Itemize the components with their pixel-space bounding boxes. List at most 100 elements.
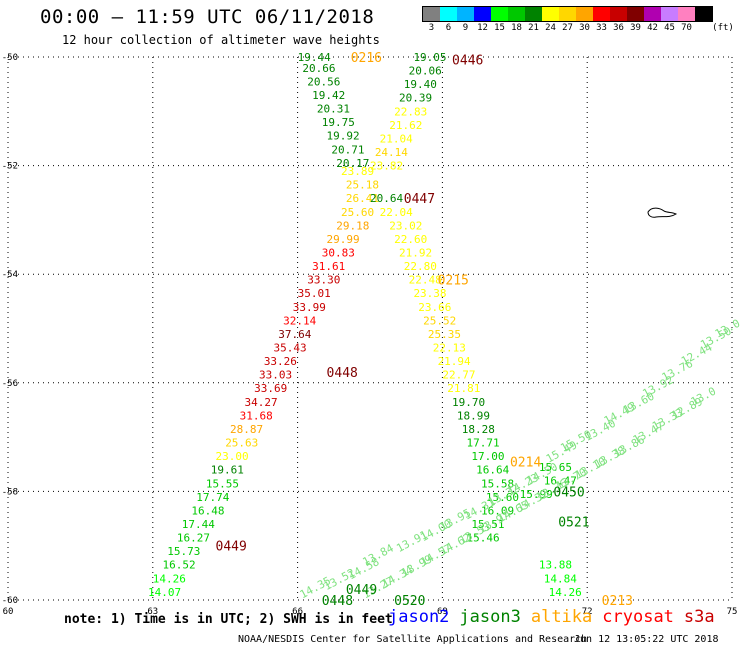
wave-height-label: 28.87 bbox=[230, 423, 263, 436]
wave-height-label: 15.60 bbox=[486, 491, 519, 504]
wave-height-label: 30.83 bbox=[322, 246, 355, 259]
wave-height-label: 16.47 bbox=[544, 475, 577, 488]
legend-label: 30 bbox=[579, 23, 590, 33]
pass-time-label: 0448 bbox=[327, 366, 358, 381]
satellite-label-jason3: jason3 bbox=[459, 607, 521, 627]
legend-swatch bbox=[610, 7, 627, 21]
wave-height-label: 33.26 bbox=[264, 355, 297, 368]
wave-height-label: 19.44 bbox=[298, 51, 331, 64]
legend-swatch bbox=[491, 7, 508, 21]
wave-height-label: 19.75 bbox=[322, 116, 355, 129]
wave-height-label: 22.13 bbox=[433, 342, 466, 355]
legend-label: 9 bbox=[462, 23, 469, 33]
lon-tick-label: 69 bbox=[437, 607, 448, 617]
wave-height-label: 32.14 bbox=[283, 314, 316, 327]
legend-swatch bbox=[661, 7, 678, 21]
legend-swatch bbox=[423, 7, 440, 21]
wave-height-label: 21.81 bbox=[447, 382, 480, 395]
wave-height-label: 35.01 bbox=[298, 287, 331, 300]
pass-time-label: 0215 bbox=[438, 274, 469, 289]
units-note: note: 1) Time is in UTC; 2) SWH is in fe… bbox=[64, 612, 393, 627]
legend-label: 3 bbox=[428, 23, 435, 33]
pass-time-label: 0214 bbox=[510, 456, 541, 471]
wave-height-label: 20.71 bbox=[331, 143, 364, 156]
legend-swatch bbox=[440, 7, 457, 21]
lat-tick-label: -50 bbox=[2, 53, 18, 63]
wave-height-label: 15.65 bbox=[539, 461, 572, 474]
legend-label: 21 bbox=[528, 23, 539, 33]
wave-height-label: 33.03 bbox=[259, 369, 292, 382]
satellite-label-cryosat: cryosat bbox=[602, 607, 674, 627]
pass-time-label: 0447 bbox=[404, 192, 435, 207]
wave-height-label: 31.68 bbox=[240, 409, 273, 422]
legend-label: 12 bbox=[477, 23, 488, 33]
wave-height-label: 13.88 bbox=[539, 559, 572, 572]
lon-tick-label: 72 bbox=[582, 607, 593, 617]
wave-height-label: 16.27 bbox=[177, 532, 210, 545]
wave-height-label: 33.30 bbox=[307, 274, 340, 287]
wave-height-label: 20.64 bbox=[370, 192, 403, 205]
wave-height-label: 18.99 bbox=[457, 409, 490, 422]
legend-label: 33 bbox=[596, 23, 607, 33]
wave-height-label: 20.66 bbox=[302, 62, 335, 75]
wave-height-label: 16.52 bbox=[162, 559, 195, 572]
wave-height-label: 15.51 bbox=[471, 518, 504, 531]
footer-timestamp: Jun 12 13:05:22 UTC 2018 bbox=[574, 634, 719, 645]
wave-height-label: 23.02 bbox=[389, 219, 422, 232]
legend-label: 42 bbox=[647, 23, 658, 33]
wave-height-label: 25.18 bbox=[346, 179, 379, 192]
island-outline bbox=[647, 207, 677, 218]
wave-height-label: 17.74 bbox=[196, 491, 229, 504]
wave-height-label: 14.84 bbox=[544, 572, 577, 585]
pass-time-label: 0449 bbox=[216, 540, 247, 555]
lat-tick-label: -58 bbox=[2, 487, 18, 497]
lat-tick-label: -60 bbox=[2, 596, 18, 606]
wave-height-label: 17.71 bbox=[467, 437, 500, 450]
legend-swatch bbox=[525, 7, 542, 21]
wave-height-label: 22.04 bbox=[380, 206, 413, 219]
pass-time-label: 0448 bbox=[322, 594, 353, 609]
wave-height-label: 16.64 bbox=[476, 464, 509, 477]
wave-height-label: 17.00 bbox=[471, 450, 504, 463]
legend-swatch bbox=[559, 7, 576, 21]
pass-time-label: 0521 bbox=[558, 515, 589, 530]
legend-label: 70 bbox=[681, 23, 692, 33]
wave-height-label: 14.26 bbox=[153, 572, 186, 585]
wave-height-label: 23.66 bbox=[418, 301, 451, 314]
wave-height-label: 16.09 bbox=[481, 504, 514, 517]
wave-height-label: 15.46 bbox=[467, 532, 500, 545]
legend-label: 18 bbox=[511, 23, 522, 33]
legend-swatch bbox=[576, 7, 593, 21]
wave-height-label: 23.00 bbox=[216, 450, 249, 463]
legend-label: 6 bbox=[445, 23, 452, 33]
wave-height-label: 15.58 bbox=[481, 477, 514, 490]
wave-height-label: 21.94 bbox=[438, 355, 471, 368]
legend-swatch bbox=[542, 7, 559, 21]
color-legend-bar bbox=[422, 6, 713, 22]
wave-height-label: 19.40 bbox=[404, 78, 437, 91]
wave-height-label: 33.99 bbox=[293, 301, 326, 314]
lon-tick-label: 63 bbox=[147, 607, 158, 617]
legend-label: 15 bbox=[494, 23, 505, 33]
wave-height-label: 31.61 bbox=[312, 260, 345, 273]
wave-height-label: 24.14 bbox=[375, 146, 408, 159]
wave-height-label: 21.04 bbox=[380, 132, 413, 145]
legend-label: 24 bbox=[545, 23, 556, 33]
legend-label: 39 bbox=[630, 23, 641, 33]
wave-height-label: 20.56 bbox=[307, 75, 340, 88]
wave-height-label: 26.41 bbox=[346, 192, 379, 205]
legend-swatch bbox=[508, 7, 525, 21]
pass-time-label: 0520 bbox=[394, 594, 425, 609]
wave-height-label: 22.83 bbox=[394, 105, 427, 118]
wave-height-label: 14.07 bbox=[148, 586, 181, 599]
page-title: 00:00 – 11:59 UTC 06/11/2018 bbox=[40, 6, 375, 28]
satellite-label-s3a: s3a bbox=[683, 607, 715, 627]
wave-height-label: 25.63 bbox=[225, 437, 258, 450]
pass-time-label: 0216 bbox=[351, 51, 382, 66]
footer-source: NOAA/NESDIS Center for Satellite Applica… bbox=[238, 634, 588, 645]
wave-height-label: 22.60 bbox=[394, 233, 427, 246]
wave-height-label: 20.17 bbox=[336, 157, 369, 170]
wave-height-label: 21.92 bbox=[399, 246, 432, 259]
satellite-legend: jason2 jason3 altika cryosat s3a bbox=[388, 607, 725, 627]
